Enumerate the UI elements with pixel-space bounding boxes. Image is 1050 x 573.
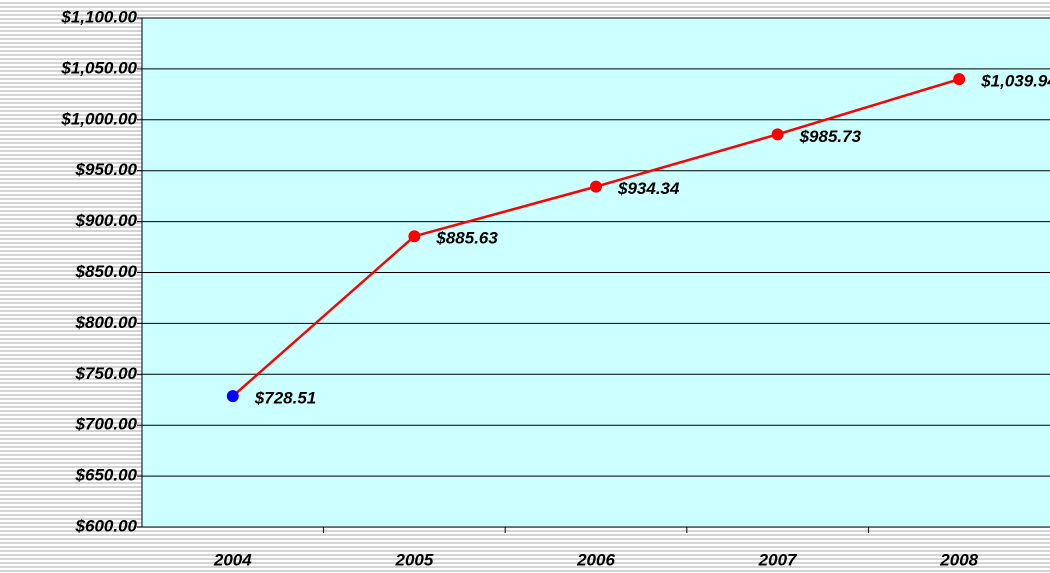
data-label: $985.73	[799, 127, 862, 146]
data-label: $885.63	[435, 229, 498, 248]
marker	[226, 390, 239, 403]
x-tick-label: 2006	[576, 550, 615, 569]
y-tick-label: $850.00	[75, 262, 138, 281]
data-label: $934.34	[617, 179, 680, 198]
y-tick-label: $900.00	[75, 211, 138, 230]
x-tick-label: 2004	[213, 550, 252, 569]
marker	[408, 230, 421, 243]
marker	[590, 180, 602, 193]
y-tick-label: $750.00	[75, 364, 138, 383]
x-tick-label: 2008	[939, 550, 978, 569]
marker	[953, 73, 966, 86]
y-tick-label: $800.00	[75, 313, 138, 332]
y-tick-label: $950.00	[75, 160, 138, 179]
y-tick-label: $1,000.00	[60, 109, 137, 128]
y-tick-label: $700.00	[75, 415, 138, 434]
y-tick-label: $1,100.00	[60, 7, 137, 26]
y-tick-label: $650.00	[75, 466, 138, 485]
y-tick-label: $1,050.00	[60, 58, 137, 77]
data-label: $1,039.94	[980, 72, 1050, 91]
marker	[771, 128, 784, 141]
y-tick-label: $600.00	[75, 516, 138, 535]
x-tick-label: 2007	[758, 550, 798, 569]
x-tick-label: 2005	[394, 550, 433, 569]
data-label: $728.51	[254, 389, 316, 408]
